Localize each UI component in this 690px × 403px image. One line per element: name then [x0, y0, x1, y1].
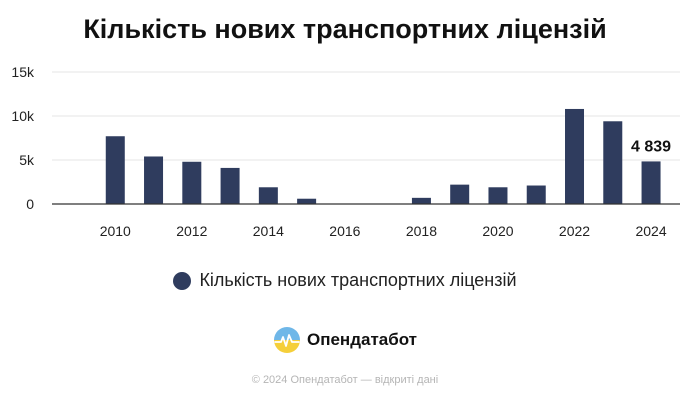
- bar: [488, 187, 508, 204]
- bar: [105, 136, 125, 204]
- x-tick-label: 2010: [100, 223, 131, 239]
- footer-copyright: © 2024 Опендатабот — відкриті дані: [251, 374, 439, 386]
- x-tick-label: 2020: [482, 223, 513, 239]
- y-tick-label: 10k: [11, 108, 35, 124]
- bar: [565, 108, 585, 204]
- bar: [526, 185, 546, 204]
- bar: [144, 156, 164, 204]
- bar-chart: 0 5k 10k 15k 2010 2012 2014 2016 2018 2020 2022 202…: [11, 64, 680, 239]
- bar: [258, 187, 278, 204]
- legend-label: Кількість нових транспортних ліцензій: [199, 270, 517, 290]
- bar: [450, 184, 470, 204]
- bar: [641, 161, 661, 204]
- legend: Кількість нових транспортних ліцензій: [0, 270, 690, 291]
- y-tick-label: 15k: [11, 64, 35, 80]
- data-label: 4 839: [631, 138, 671, 155]
- chart-title: Кількість нових транспортних ліцензій: [83, 14, 607, 44]
- bar: [603, 121, 623, 204]
- opendatabot-logo-icon: [273, 327, 300, 353]
- x-tick-label: 2016: [329, 223, 360, 239]
- x-tick-label: 2024: [635, 223, 666, 239]
- y-tick-label: 0: [26, 196, 34, 212]
- x-tick-label: 2022: [559, 223, 590, 239]
- x-tick-label: 2014: [253, 223, 284, 239]
- bar: [297, 198, 317, 204]
- bar: [411, 197, 431, 204]
- y-tick-label: 5k: [19, 152, 35, 168]
- bar: [182, 161, 202, 204]
- x-tick-label: 2018: [406, 223, 437, 239]
- legend-swatch: [173, 271, 192, 290]
- x-tick-label: 2012: [176, 223, 207, 239]
- brand-name: Опендатабот: [306, 330, 418, 349]
- bar: [220, 167, 240, 204]
- brand: Опендатабот: [0, 326, 690, 354]
